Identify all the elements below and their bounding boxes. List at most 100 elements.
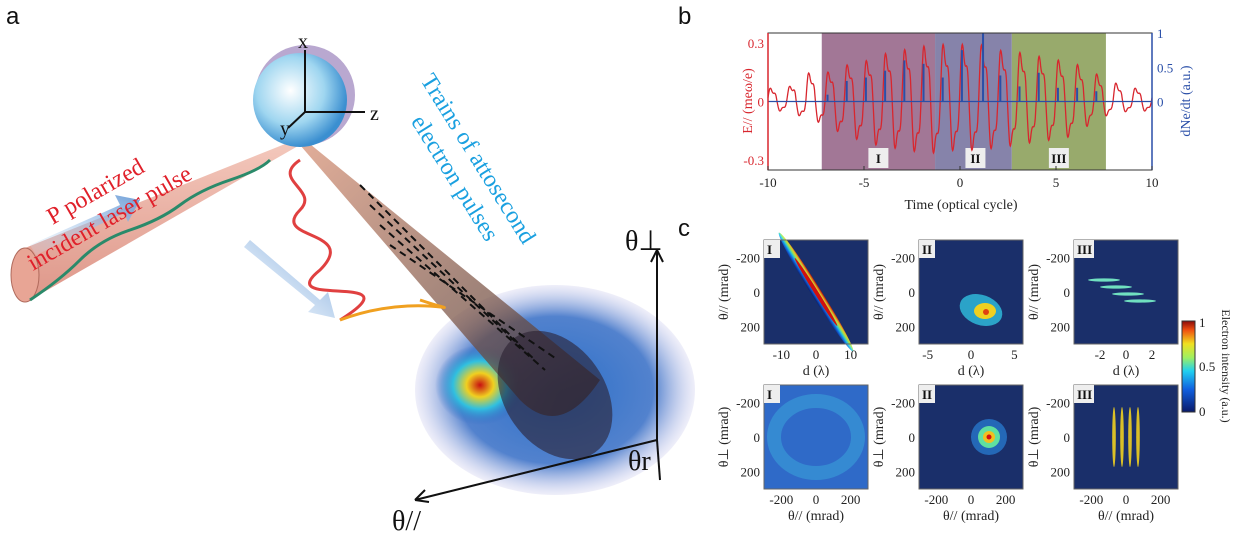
b-xtick-label: 0 bbox=[957, 175, 964, 190]
heatmap-label-box bbox=[764, 385, 780, 403]
y-tick-label: 0 bbox=[754, 285, 761, 300]
x-tick-label: 2 bbox=[1149, 347, 1156, 362]
heatmap-frame bbox=[763, 239, 869, 345]
electron-trajectories bbox=[359, 184, 559, 371]
colorbar-tick: 0 bbox=[1199, 404, 1206, 419]
x-tick-label: -200 bbox=[769, 492, 793, 507]
theta-par-label: θ// bbox=[392, 506, 421, 537]
axis-x-label: x bbox=[298, 31, 308, 53]
x-axis-label: d (λ) bbox=[1113, 364, 1140, 379]
reflected-arrow bbox=[244, 240, 335, 318]
x-tick-label: -5 bbox=[922, 347, 933, 362]
b-ylabel-right: dNe/dt (a.u.) bbox=[1179, 65, 1194, 136]
x-tick-label: 0 bbox=[968, 347, 975, 362]
x-axis-label: θ// (mrad) bbox=[1098, 509, 1154, 524]
heatmap-label: I bbox=[767, 387, 772, 402]
heatmap-label-box bbox=[1074, 240, 1094, 258]
heatmap-background bbox=[919, 240, 1023, 344]
heatmap-label-box bbox=[764, 240, 780, 258]
reflected-wave bbox=[288, 158, 366, 322]
y-axis-label: θ⊥ (mrad) bbox=[717, 406, 732, 467]
x-tick-label: -2 bbox=[1095, 347, 1106, 362]
x-tick-label: 200 bbox=[996, 492, 1016, 507]
b-xtick-label: -10 bbox=[759, 175, 776, 190]
heatmap-label-box bbox=[1074, 385, 1094, 403]
heatmap-intensity bbox=[1112, 407, 1140, 467]
laser-cone-base bbox=[10, 247, 40, 303]
region-label: III bbox=[1051, 151, 1066, 166]
y-tick-label: -200 bbox=[891, 250, 915, 265]
x-tick-label: 0 bbox=[1123, 492, 1130, 507]
laser-wave bbox=[29, 158, 272, 302]
y-tick-label: 200 bbox=[1051, 465, 1071, 480]
y-tick-label: 0 bbox=[1064, 430, 1071, 445]
b-ytick-left-label: -0.3 bbox=[743, 153, 764, 168]
x-tick-label: 10 bbox=[844, 347, 857, 362]
heatmap-label: II bbox=[922, 242, 932, 257]
heatmap-top-I: I -10 0 10 -200 0 200 d (λ) θ// (mrad) bbox=[717, 232, 869, 379]
panel-a-illustration: x z y P polarized incident laser pulse T… bbox=[10, 31, 695, 537]
heatmap-label: I bbox=[767, 242, 772, 257]
y-tick-label: 200 bbox=[741, 465, 761, 480]
y-tick-label: -200 bbox=[736, 250, 760, 265]
y-tick-label: 200 bbox=[741, 320, 761, 335]
colorbar bbox=[1181, 320, 1196, 413]
b-ytick-right-label: 1 bbox=[1157, 26, 1164, 41]
region-label: II bbox=[970, 151, 980, 166]
axis-y-label: y bbox=[280, 118, 290, 140]
heatmap-intensity bbox=[971, 419, 1007, 455]
heatmap-label: II bbox=[922, 387, 932, 402]
colorbar-tick: 1 bbox=[1199, 315, 1206, 330]
x-tick-label: 0 bbox=[1123, 347, 1130, 362]
heatmap-label: III bbox=[1077, 387, 1092, 402]
b-ytick-left-label: 0.3 bbox=[748, 36, 764, 51]
x-axis-label: d (λ) bbox=[958, 364, 985, 379]
heatmap-frame bbox=[763, 384, 869, 490]
b-ytick-right-label: 0 bbox=[1157, 95, 1164, 110]
heatmap-intensity bbox=[778, 232, 854, 352]
x-tick-label: 0 bbox=[813, 347, 820, 362]
x-tick-label: -200 bbox=[924, 492, 948, 507]
heatmap-intensity bbox=[1088, 278, 1156, 303]
theta-r-label: θr bbox=[628, 446, 651, 477]
b-ytick-left-label: 0 bbox=[758, 95, 765, 110]
region-label-box bbox=[1048, 148, 1069, 168]
heatmap-intensity bbox=[764, 385, 868, 489]
heatmap-bottom-II: II -200 0 200 -200 0 200 θ// (mrad) θ⊥ (mrad) bbox=[872, 384, 1024, 524]
y-tick-label: -200 bbox=[1046, 395, 1070, 410]
panel-b-chart: Time (optical cycle) E// (meω/e) dNe/dt … bbox=[741, 26, 1194, 213]
y-tick-label: -200 bbox=[736, 395, 760, 410]
target-sphere bbox=[253, 53, 347, 147]
x-tick-label: 5 bbox=[1011, 347, 1018, 362]
heatmap-intensity bbox=[959, 294, 1003, 326]
theta-perp-label: θ⊥ bbox=[625, 226, 663, 257]
axis-z-label: z bbox=[370, 103, 379, 125]
heatmap-bottom-III: III -200 0 200 -200 0 200 θ// (mrad) θ⊥ (mrad) bbox=[1027, 384, 1179, 524]
region-label: I bbox=[876, 151, 881, 166]
axis-theta-r bbox=[656, 439, 661, 481]
y-tick-label: 0 bbox=[754, 430, 761, 445]
y-axis-label: θ// (mrad) bbox=[872, 264, 887, 320]
panel-c-heatmaps: 1 0.5 0 Electron intensity (a.u.) I -10 0 1… bbox=[717, 232, 1233, 524]
y-axis-label: θ// (mrad) bbox=[1027, 264, 1042, 320]
heatmap-frame bbox=[918, 384, 1024, 490]
b-ylabel-left: E// (meω/e) bbox=[741, 68, 756, 134]
x-axis-label: θ// (mrad) bbox=[943, 509, 999, 524]
b-ytick-right-label: 0.5 bbox=[1157, 60, 1173, 75]
heatmap-frame bbox=[1073, 239, 1179, 345]
panel-label-c: c bbox=[678, 215, 690, 242]
y-axis-label: θ⊥ (mrad) bbox=[872, 406, 887, 467]
heatmap-label-box bbox=[919, 240, 935, 258]
y-tick-label: 200 bbox=[896, 465, 916, 480]
y-tick-label: 0 bbox=[1064, 285, 1071, 300]
panel-label-a: a bbox=[6, 3, 20, 30]
x-tick-label: -200 bbox=[1079, 492, 1103, 507]
panel-label-b: b bbox=[678, 3, 691, 30]
heatmap-label: III bbox=[1077, 242, 1092, 257]
heatmap-top-III: III -2 0 2 -200 0 200 d (λ) θ// (mrad) bbox=[1027, 239, 1179, 379]
x-tick-label: 200 bbox=[841, 492, 861, 507]
heatmap-label-box bbox=[919, 385, 935, 403]
region-label-box bbox=[965, 148, 986, 168]
heatmap-frame bbox=[1073, 384, 1179, 490]
b-xlabel: Time (optical cycle) bbox=[904, 198, 1017, 213]
